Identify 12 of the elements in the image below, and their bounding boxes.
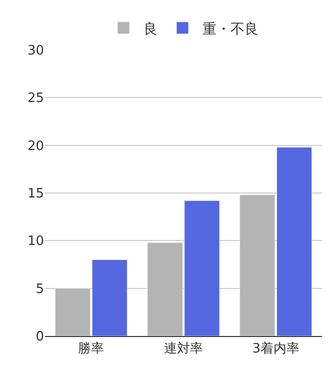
x-tick-label: 連対率 [164,340,203,357]
y-tick-label: 25 [27,91,44,106]
legend-label: 良 [144,21,158,38]
y-tick-label: 15 [27,186,44,202]
y-tick-label: 0 [36,330,44,345]
legend-label: 重・不良 [202,21,258,38]
x-tick-label: 勝率 [78,340,104,357]
y-tick-label: 30 [27,44,44,59]
y-tick-label: 10 [27,234,44,250]
y-tick-label: 20 [27,138,44,154]
x-tick-label: 3着内率 [252,340,300,357]
y-tick-label: 5 [36,282,44,297]
